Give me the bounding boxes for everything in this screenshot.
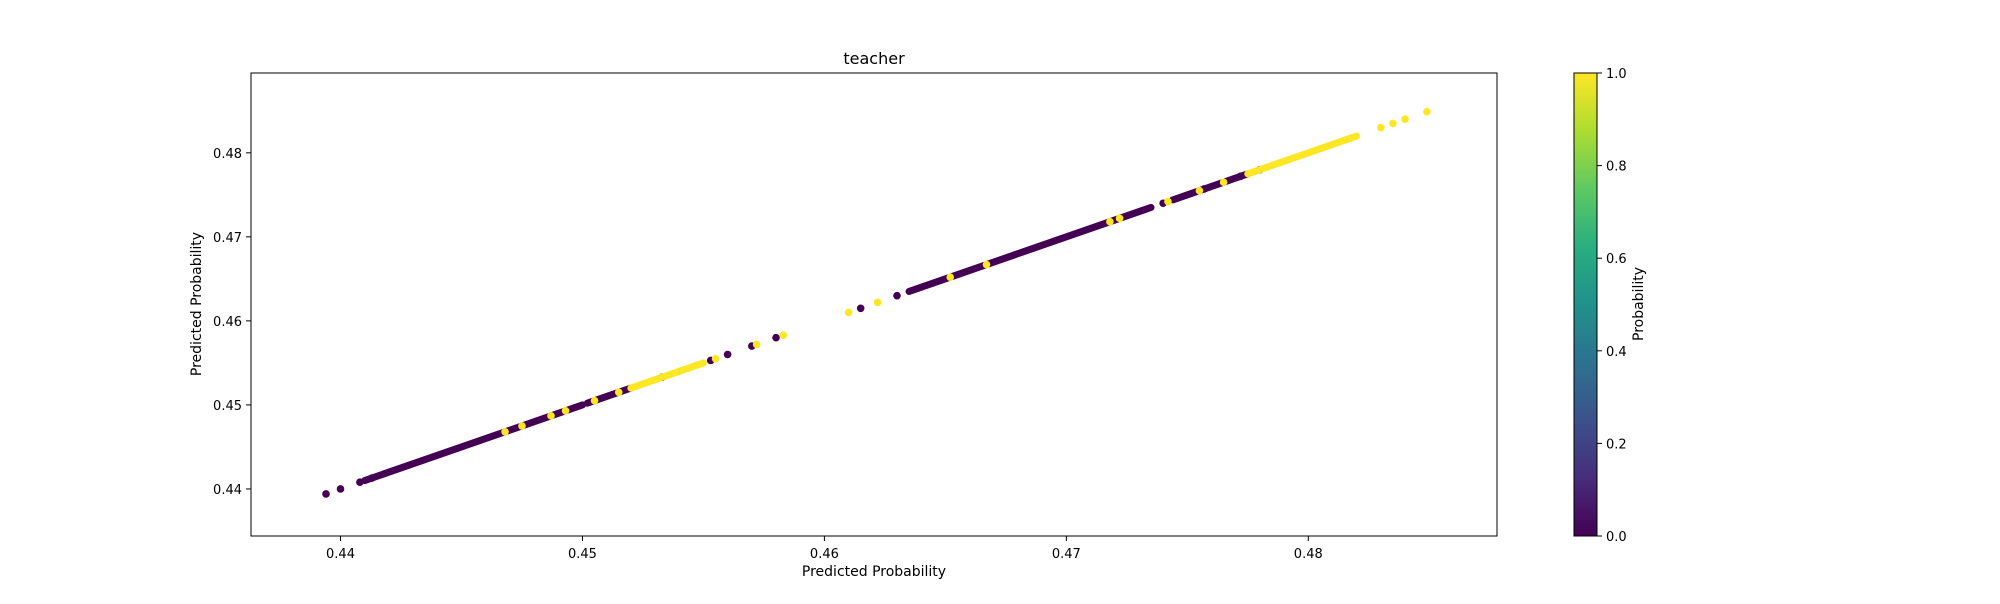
point-cluster bbox=[361, 401, 586, 485]
x-tick-label: 0.47 bbox=[1052, 547, 1081, 562]
scatter-point bbox=[590, 396, 599, 405]
chart-title: teacher bbox=[843, 49, 905, 68]
colorbar-tick-label: 0.4 bbox=[1606, 345, 1627, 360]
x-tick-label: 0.48 bbox=[1294, 547, 1323, 562]
scatter-point bbox=[946, 273, 955, 281]
x-axis-ticks: 0.44 0.45 0.46 0.47 0.48 bbox=[326, 536, 1323, 562]
y-tick-label: 0.48 bbox=[213, 147, 242, 162]
scatter-point bbox=[1377, 123, 1385, 132]
colorbar-tick-label: 0.0 bbox=[1606, 530, 1627, 545]
y-tick-label: 0.45 bbox=[213, 399, 242, 414]
scatter-point bbox=[779, 331, 788, 339]
scatter-point bbox=[547, 412, 555, 420]
scatter-point bbox=[1423, 107, 1431, 116]
y-tick-label: 0.44 bbox=[213, 483, 242, 498]
colorbar-label: Probability bbox=[1631, 267, 1647, 341]
scatter-point bbox=[368, 474, 376, 482]
scatter-point bbox=[723, 350, 732, 359]
x-axis-label: Predicted Probability bbox=[802, 564, 946, 580]
scatter-point bbox=[1106, 217, 1114, 226]
scatter-point bbox=[518, 422, 526, 430]
x-tick-label: 0.46 bbox=[810, 547, 839, 562]
point-cluster bbox=[1169, 170, 1252, 204]
x-tick-label: 0.44 bbox=[326, 547, 355, 562]
point-cluster bbox=[1244, 132, 1361, 178]
scatter-point bbox=[501, 428, 509, 436]
colorbar-tick-label: 0.2 bbox=[1606, 437, 1627, 452]
scatter-point bbox=[1115, 214, 1124, 223]
point-cluster bbox=[627, 359, 707, 392]
y-axis-ticks: 0.44 0.45 0.46 0.47 0.48 bbox=[213, 147, 251, 498]
colorbar-tick-label: 0.6 bbox=[1606, 252, 1627, 267]
colorbar-ticks: 0.0 0.2 0.4 0.6 0.8 1.0 bbox=[1597, 67, 1627, 545]
scatter-point bbox=[1236, 172, 1245, 181]
scatter-point bbox=[561, 406, 570, 415]
y-tick-label: 0.46 bbox=[213, 315, 242, 330]
colorbar-tick-label: 0.8 bbox=[1606, 160, 1627, 175]
scatter-point bbox=[844, 308, 853, 317]
scatter-point bbox=[982, 260, 991, 269]
scatter-point bbox=[856, 304, 865, 313]
scatter-point bbox=[1195, 186, 1204, 195]
x-tick-label: 0.45 bbox=[568, 547, 597, 562]
colorbar-tick-label: 1.0 bbox=[1606, 67, 1627, 82]
scatter-point bbox=[322, 490, 330, 498]
scatter-point bbox=[356, 478, 364, 487]
scatter-point bbox=[893, 291, 901, 300]
y-tick-label: 0.47 bbox=[213, 231, 242, 246]
scatter-point bbox=[772, 333, 780, 342]
plot-area-frame bbox=[250, 72, 1498, 537]
scatter-point bbox=[711, 354, 720, 363]
point-cluster bbox=[905, 203, 1155, 295]
colorbar bbox=[1573, 72, 1598, 537]
scatter-point bbox=[1401, 115, 1409, 124]
y-axis-label: Predicted Probability bbox=[189, 232, 205, 376]
scatter-point bbox=[1219, 178, 1228, 187]
scatter-point bbox=[1389, 119, 1397, 128]
scatter-point bbox=[1164, 197, 1172, 206]
scatter-point bbox=[752, 340, 761, 349]
scatter-point bbox=[614, 388, 623, 397]
scatter-point bbox=[873, 298, 882, 307]
points-layer bbox=[322, 107, 1431, 498]
scatter-point bbox=[336, 485, 345, 493]
